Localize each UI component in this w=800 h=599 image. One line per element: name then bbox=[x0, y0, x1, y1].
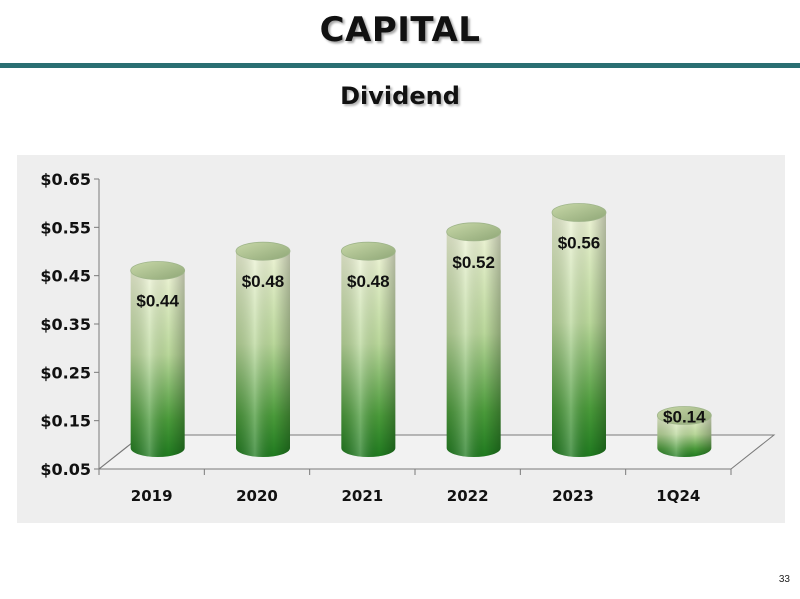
y-tick-label: $0.15 bbox=[40, 412, 91, 431]
bar-2020 bbox=[235, 241, 291, 457]
x-tick-label: 1Q24 bbox=[656, 487, 700, 505]
y-tick-label: $0.45 bbox=[40, 267, 91, 286]
bar-shading bbox=[657, 415, 712, 457]
bars bbox=[130, 203, 712, 457]
y-tick-label: $0.65 bbox=[40, 170, 91, 189]
bar-2023 bbox=[551, 203, 607, 457]
chart-panel: $0.05 $0.15 $0.25 $0.35 $0.45 $0.55 $0.65 2019 2… bbox=[17, 155, 785, 523]
bar-cap bbox=[340, 241, 396, 261]
data-label: $0.44 bbox=[136, 292, 179, 311]
bar-2019 bbox=[130, 261, 186, 457]
bar-cap bbox=[656, 406, 712, 425]
data-label: $0.14 bbox=[663, 408, 706, 427]
x-tick-label: 2020 bbox=[236, 487, 278, 505]
y-tick-label: $0.05 bbox=[40, 460, 91, 479]
data-label: $0.48 bbox=[347, 272, 390, 291]
x-tick-label: 2023 bbox=[552, 487, 594, 505]
data-labels: $0.44 $0.48 $0.48 $0.52 $0.56 $0.14 bbox=[136, 234, 706, 427]
y-tick-label: $0.25 bbox=[40, 363, 91, 382]
y-tick-label: $0.35 bbox=[40, 315, 91, 334]
data-label: $0.52 bbox=[452, 253, 495, 272]
bar-cap bbox=[130, 261, 186, 280]
bar-cap bbox=[235, 241, 291, 261]
x-tick-label: 2019 bbox=[131, 487, 173, 505]
x-tick-label: 2021 bbox=[341, 487, 383, 505]
y-axis: $0.05 $0.15 $0.25 $0.35 $0.45 $0.55 $0.65 2019 2… bbox=[40, 170, 700, 505]
title-divider bbox=[0, 63, 800, 68]
bar-2022 bbox=[446, 222, 502, 457]
x-tick-label: 2022 bbox=[447, 487, 489, 505]
bar-shading bbox=[341, 251, 396, 457]
bar-cap bbox=[446, 222, 502, 242]
y-tick-label: $0.55 bbox=[40, 218, 91, 237]
data-label: $0.56 bbox=[558, 234, 601, 253]
page-number: 33 bbox=[778, 574, 790, 585]
bar-shading bbox=[552, 212, 606, 457]
bar-2021 bbox=[340, 241, 396, 457]
bar-cap bbox=[551, 203, 607, 222]
bar-shading bbox=[236, 251, 290, 457]
bar-1Q24 bbox=[656, 406, 712, 457]
dividend-bar-chart: $0.05 $0.15 $0.25 $0.35 $0.45 $0.55 $0.65 2019 2… bbox=[40, 170, 776, 505]
slide-title: CAPITAL bbox=[319, 10, 481, 50]
bar-shading bbox=[130, 270, 185, 457]
chart-subtitle: Dividend bbox=[340, 82, 460, 110]
data-label: $0.48 bbox=[242, 272, 285, 291]
bar-shading bbox=[446, 231, 501, 457]
